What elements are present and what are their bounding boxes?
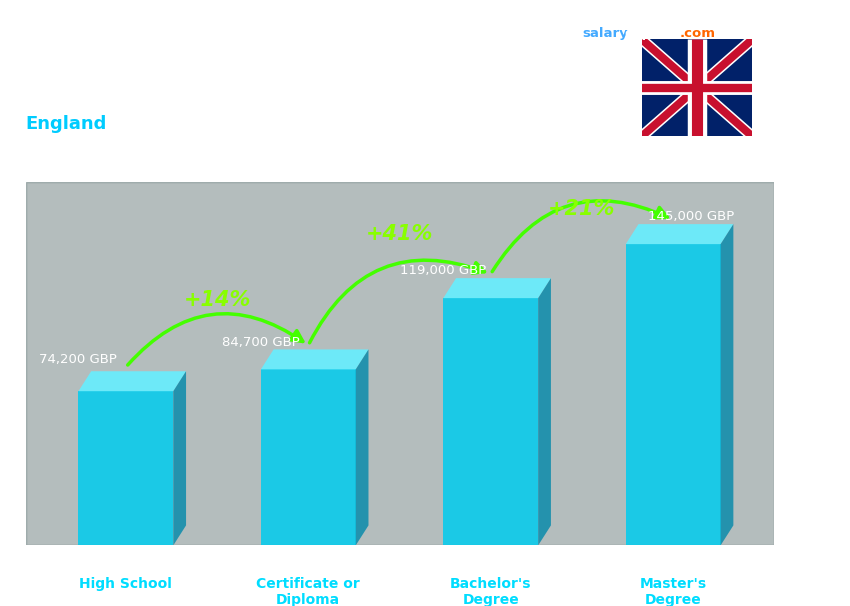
Text: Salary Comparison By Education: Salary Comparison By Education: [26, 27, 508, 53]
Polygon shape: [78, 391, 173, 545]
Text: Certificate or
Diploma: Certificate or Diploma: [257, 576, 360, 606]
Text: 119,000 GBP: 119,000 GBP: [400, 264, 486, 278]
Text: +41%: +41%: [366, 224, 434, 244]
Text: salary: salary: [582, 27, 628, 40]
Bar: [26, 182, 774, 545]
Polygon shape: [626, 224, 734, 244]
Polygon shape: [538, 278, 551, 545]
Polygon shape: [78, 371, 186, 391]
Text: Business Continuity Associate: Business Continuity Associate: [26, 70, 329, 88]
Text: +14%: +14%: [184, 290, 251, 310]
Text: High School: High School: [79, 576, 173, 591]
Text: England: England: [26, 115, 107, 133]
Polygon shape: [444, 298, 538, 545]
Text: +21%: +21%: [548, 199, 615, 219]
Polygon shape: [355, 350, 369, 545]
Text: Average Yearly Salary: Average Yearly Salary: [819, 311, 829, 416]
Polygon shape: [721, 224, 734, 545]
Polygon shape: [261, 350, 369, 370]
Polygon shape: [444, 278, 551, 298]
Text: Bachelor's
Degree: Bachelor's Degree: [450, 576, 531, 606]
Polygon shape: [261, 370, 355, 545]
Polygon shape: [173, 371, 186, 545]
Text: 145,000 GBP: 145,000 GBP: [649, 210, 734, 224]
Polygon shape: [626, 244, 721, 545]
Text: explorer: explorer: [625, 27, 688, 40]
Text: Master's
Degree: Master's Degree: [639, 576, 706, 606]
Text: .com: .com: [680, 27, 716, 40]
Text: 74,200 GBP: 74,200 GBP: [39, 353, 117, 366]
Bar: [26, 182, 774, 545]
Bar: [26, 182, 774, 545]
Text: 84,700 GBP: 84,700 GBP: [222, 336, 300, 348]
